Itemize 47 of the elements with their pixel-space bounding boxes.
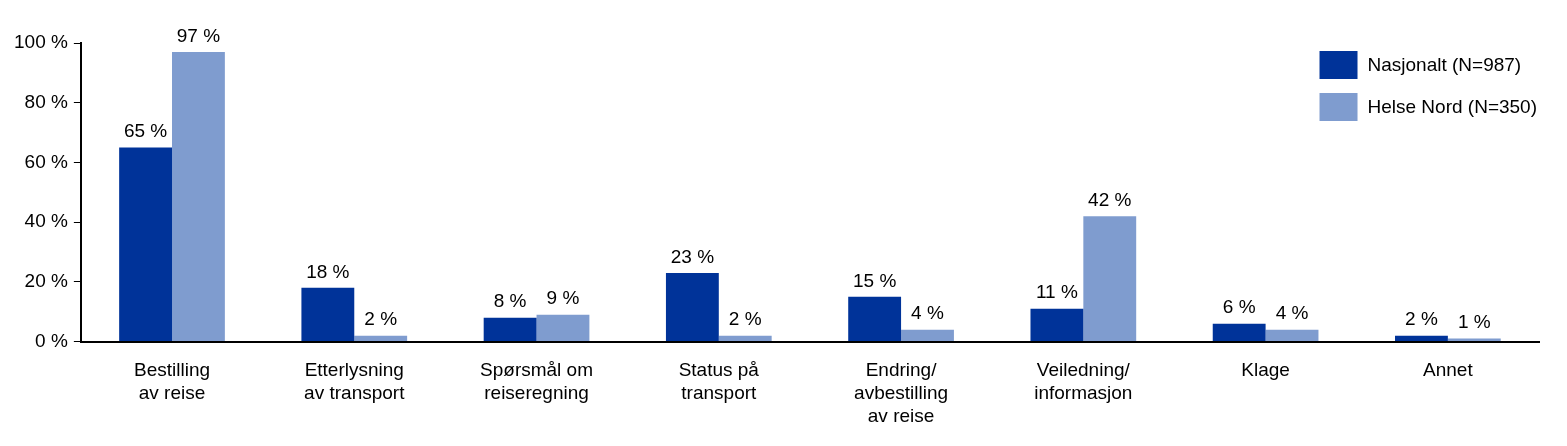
- bar: [483, 317, 537, 342]
- data-label: 23 %: [670, 245, 715, 267]
- x-tick-label: Endring/ avbestilling av reise: [854, 359, 949, 426]
- data-label: 9 %: [546, 287, 580, 309]
- legend-label: Helse Nord (N=350): [1367, 96, 1538, 118]
- x-tick-label: Annet: [1423, 359, 1474, 381]
- data-label: 42 %: [1088, 188, 1132, 210]
- data-label: 11 %: [1035, 281, 1078, 303]
- x-tick-label: Status på transport: [678, 359, 760, 404]
- data-label: 65 %: [123, 120, 168, 142]
- x-tick-label: Spørsmål om reiseregning: [480, 359, 594, 404]
- data-label: 18 %: [306, 260, 350, 282]
- y-tick-label: 60 %: [24, 150, 68, 172]
- data-label: 4 %: [911, 302, 944, 324]
- bar: [665, 272, 719, 342]
- bar: [1083, 216, 1137, 342]
- y-tick-label: 100 %: [14, 31, 68, 53]
- data-label: 15 %: [852, 269, 897, 291]
- x-tick-label: Klage: [1241, 359, 1290, 381]
- data-label: 8 %: [493, 290, 527, 312]
- data-label: 6 %: [1222, 296, 1256, 318]
- y-tick-label: 80 %: [24, 90, 68, 112]
- bar: [172, 51, 225, 342]
- bar: [119, 147, 173, 342]
- bar: [848, 296, 902, 342]
- data-label: 4 %: [1275, 302, 1309, 324]
- data-label: 2 %: [728, 308, 762, 330]
- x-tick-label: Etterlysning av transport: [304, 359, 406, 404]
- data-label: 97 %: [176, 24, 221, 46]
- bar: [1030, 308, 1084, 342]
- bar: [1212, 323, 1266, 342]
- bar: [301, 287, 355, 342]
- bar: [1265, 329, 1319, 342]
- y-tick-label: 20 %: [24, 270, 68, 292]
- bar: [536, 314, 590, 342]
- bar: [901, 329, 954, 342]
- x-tick-label: Bestilling av reise: [133, 359, 211, 404]
- data-label: 2 %: [1405, 308, 1438, 330]
- bar: [718, 335, 772, 342]
- x-tick-label: Veiledning/ informasjon: [1034, 359, 1133, 404]
- data-label: 1 %: [1457, 311, 1491, 333]
- data-label: 2 %: [364, 308, 398, 330]
- y-tick-label: 0 %: [35, 329, 68, 351]
- bar: [1395, 335, 1448, 342]
- bar: [354, 335, 408, 342]
- legend-label: Nasjonalt (N=987): [1367, 54, 1522, 76]
- y-tick-label: 40 %: [24, 210, 68, 232]
